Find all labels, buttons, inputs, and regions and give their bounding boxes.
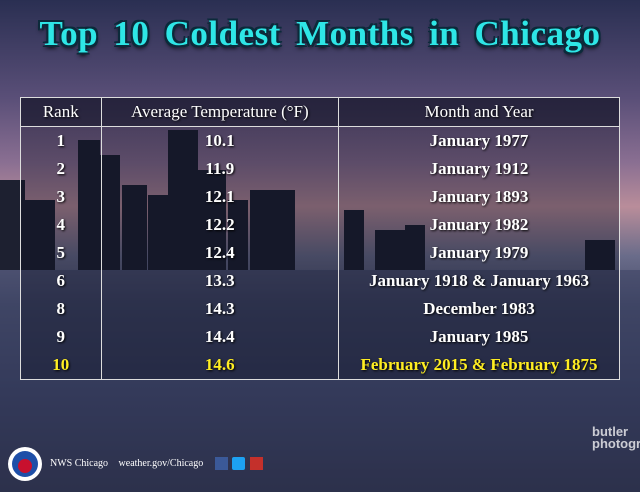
month-and-year: January 1918 & January 1963 bbox=[338, 267, 620, 295]
table-row: 6 13.3 January 1918 & January 1963 bbox=[20, 267, 620, 295]
table-row: 8 14.3 December 1983 bbox=[20, 295, 620, 323]
average-temperature: 14.4 bbox=[100, 323, 340, 351]
rank: 2 bbox=[20, 155, 102, 183]
month-and-year: January 1982 bbox=[338, 211, 620, 239]
table-row: 9 14.4 January 1985 bbox=[20, 323, 620, 351]
average-temperature: 14.6 bbox=[100, 351, 340, 380]
footer: NWS Chicago weather.gov/Chicago bbox=[50, 458, 211, 469]
coldest-months-table: Rank Average Temperature (°F) Month and Ye… bbox=[20, 97, 620, 380]
average-temperature: 12.4 bbox=[100, 239, 340, 267]
social-icons[interactable] bbox=[215, 457, 263, 470]
table-row: 1 10.1 January 1977 bbox=[20, 126, 620, 155]
column-header: Month and Year bbox=[338, 97, 620, 127]
month-and-year: February 2015 & February 1875 bbox=[338, 351, 620, 380]
watermark: butler bbox=[592, 424, 629, 439]
rank: 1 bbox=[20, 126, 102, 155]
watermark: photogra bbox=[592, 436, 640, 451]
rank: 4 bbox=[20, 211, 102, 239]
nws-logo bbox=[8, 447, 42, 481]
rank: 3 bbox=[20, 183, 102, 211]
rank: 8 bbox=[20, 295, 102, 323]
website[interactable]: weather.gov/Chicago bbox=[118, 458, 204, 469]
average-temperature: 12.2 bbox=[100, 211, 340, 239]
rank: 10 bbox=[20, 351, 102, 380]
column-header: Rank bbox=[20, 97, 102, 127]
rank: 6 bbox=[20, 267, 102, 295]
month-and-year: January 1893 bbox=[338, 183, 620, 211]
average-temperature: 11.9 bbox=[100, 155, 340, 183]
table-row: 5 12.4 January 1979 bbox=[20, 239, 620, 267]
month-and-year: January 1985 bbox=[338, 323, 620, 351]
average-temperature: 10.1 bbox=[100, 126, 340, 155]
average-temperature: 13.3 bbox=[100, 267, 340, 295]
table-row: 4 12.2 January 1982 bbox=[20, 211, 620, 239]
table-row: 10 14.6 February 2015 & February 1875 bbox=[20, 351, 620, 380]
average-temperature: 14.3 bbox=[100, 295, 340, 323]
office-name: NWS Chicago bbox=[50, 458, 109, 469]
month-and-year: December 1983 bbox=[338, 295, 620, 323]
column-header: Average Temperature (°F) bbox=[100, 97, 340, 127]
table-row: 2 11.9 January 1912 bbox=[20, 155, 620, 183]
month-and-year: January 1977 bbox=[338, 126, 620, 155]
rank: 9 bbox=[20, 323, 102, 351]
title: Top 10 Coldest Months in Chicago bbox=[39, 14, 601, 53]
rank: 5 bbox=[20, 239, 102, 267]
table-row: 3 12.1 January 1893 bbox=[20, 183, 620, 211]
month-and-year: January 1912 bbox=[338, 155, 620, 183]
header-row: Rank Average Temperature (°F) Month and Ye… bbox=[20, 97, 620, 127]
average-temperature: 12.1 bbox=[100, 183, 340, 211]
month-and-year: January 1979 bbox=[338, 239, 620, 267]
